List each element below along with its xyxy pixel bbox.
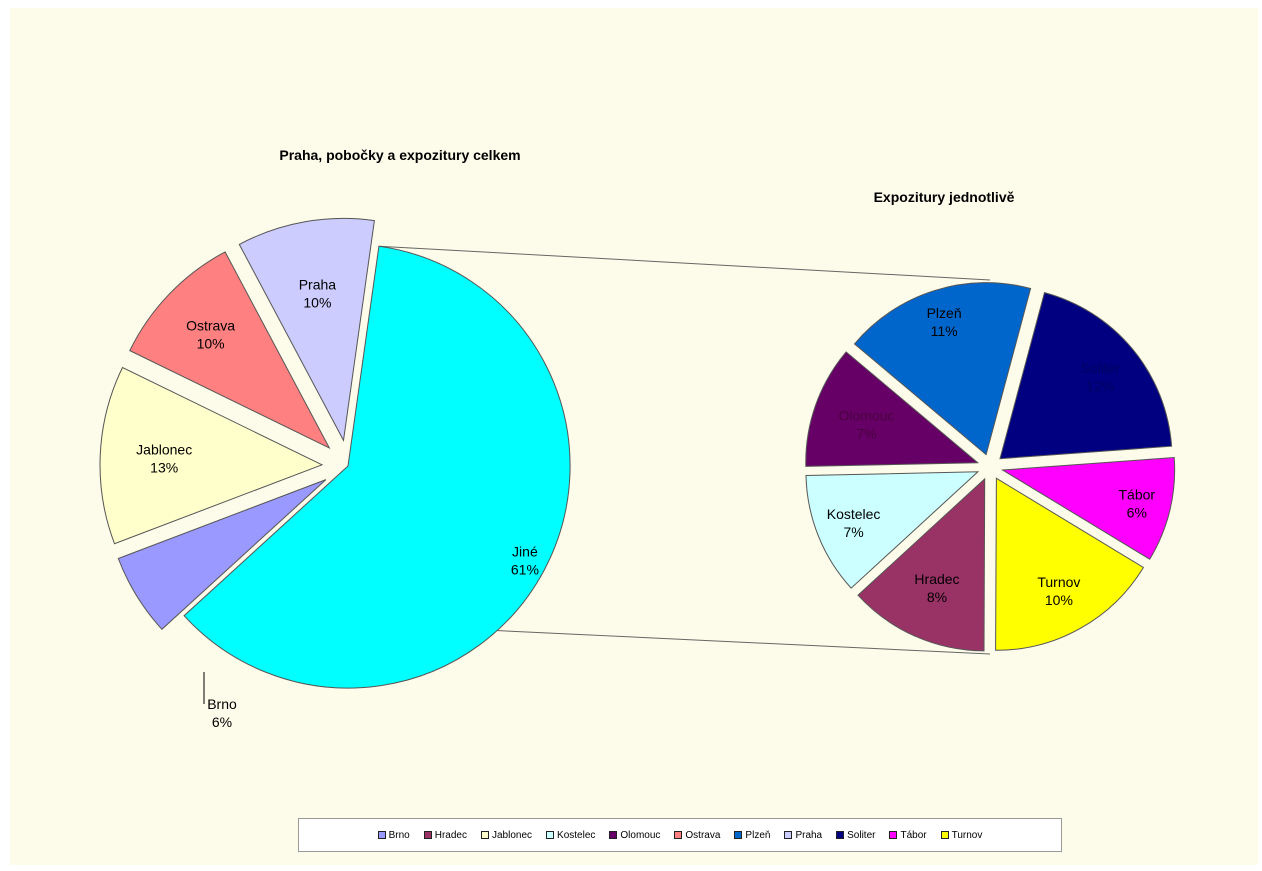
slice-pct-ostrava: 10% <box>197 335 225 351</box>
slice-pct-plzen: 11% <box>931 323 958 339</box>
slice-olomouc <box>805 351 980 467</box>
legend-item-brno: Brno <box>377 829 410 841</box>
slice-pct-jine: 61% <box>511 561 539 577</box>
slice-label-turnov: Turnov <box>1037 574 1080 590</box>
legend-swatch <box>836 831 845 839</box>
slice-pct-turnov: 10% <box>1045 592 1073 608</box>
slice-label-soliter: Soliter <box>1080 360 1120 376</box>
legend-item-tabor: Tábor <box>889 829 927 841</box>
slice-label-tabor: Tábor <box>1119 486 1156 502</box>
slice-praha <box>238 217 375 442</box>
slice-pct-tabor: 6% <box>1127 504 1147 520</box>
slice-label-jine: Jiné <box>512 543 538 559</box>
connector-line-top <box>378 245 991 281</box>
legend-swatch <box>609 831 618 839</box>
legend-label: Praha <box>795 829 823 841</box>
left-pie: Jiné 61% Brno 6% Jablonec 13% Ostrava 10% Praha 1… <box>99 217 571 730</box>
legend-label: Brno <box>388 829 410 841</box>
slice-label-plzen: Plzeň <box>927 305 962 321</box>
right-pie: Soliter 12% Tábor 6% Turnov 10% Hradec 8% Kostel… <box>805 282 1176 652</box>
legend-item-jablonec: Jablonec <box>481 830 532 841</box>
legend-item-turnov: Turnov <box>940 829 983 841</box>
legend-swatch <box>734 831 743 839</box>
slice-label-jablonec: Jablonec <box>136 442 192 458</box>
slice-kostelec <box>805 471 980 589</box>
slice-jine <box>183 245 571 689</box>
legend-item-ostrava: Ostrava <box>674 830 720 841</box>
slice-pct-soliter: 12% <box>1086 378 1114 394</box>
legend-item-soliter: Soliter <box>836 830 875 841</box>
legend-swatch <box>377 831 386 839</box>
legend-label: Hradec <box>434 829 467 841</box>
legend-swatch <box>546 831 555 839</box>
legend: Brno Hradec Jablonec Kostelec Olomouc Ostrava… <box>298 818 1062 852</box>
legend-item-olomouc: Olomouc <box>609 830 660 841</box>
slice-turnov <box>995 477 1145 651</box>
legend-swatch <box>481 831 489 839</box>
legend-label: Tábor <box>900 829 927 841</box>
legend-swatch <box>784 831 793 839</box>
slice-label-praha: Praha <box>299 277 337 293</box>
slice-label-olomouc: Olomouc <box>838 407 894 423</box>
legend-label: Plzeň <box>745 829 771 841</box>
slice-label-kostelec: Kostelec <box>827 506 881 522</box>
left-chart-title: Praha, pobočky a expozitury celkem <box>279 147 520 163</box>
slice-ostrava <box>129 251 331 450</box>
slice-label-hradec: Hradec <box>914 571 959 587</box>
slice-brno <box>117 479 327 631</box>
legend-label: Ostrava <box>685 829 721 841</box>
right-chart-title: Expozitury jednotlivě <box>874 189 1015 205</box>
legend-swatch <box>674 831 683 839</box>
slice-label-brno: Brno <box>207 696 237 712</box>
slice-pct-jablonec: 13% <box>150 460 178 476</box>
legend-swatch <box>889 831 898 839</box>
legend-item-praha: Praha <box>784 830 822 841</box>
slice-pct-kostelec: 7% <box>843 524 863 540</box>
legend-item-hradec: Hradec <box>423 829 467 841</box>
legend-label: Turnov <box>951 829 983 841</box>
legend-label: Soliter <box>847 829 876 841</box>
slice-soliter <box>999 291 1173 460</box>
slice-pct-olomouc: 7% <box>856 425 876 441</box>
legend-label: Olomouc <box>620 829 661 841</box>
legend-label: Jablonec <box>492 829 533 841</box>
slice-pct-praha: 10% <box>303 295 331 311</box>
slice-jablonec <box>99 366 324 545</box>
legend-item-kostelec: Kostelec <box>546 830 595 841</box>
legend-swatch <box>423 831 432 839</box>
slice-hradec <box>857 477 986 652</box>
legend-item-plzen: Plzeň <box>734 830 770 841</box>
legend-label: Kostelec <box>557 829 596 841</box>
slice-tabor <box>1001 456 1176 560</box>
slice-pct-hradec: 8% <box>927 589 947 605</box>
slice-pct-brno: 6% <box>212 714 232 730</box>
legend-swatch <box>940 831 949 839</box>
slice-plzen <box>853 282 1032 456</box>
slice-label-ostrava: Ostrava <box>186 317 235 333</box>
